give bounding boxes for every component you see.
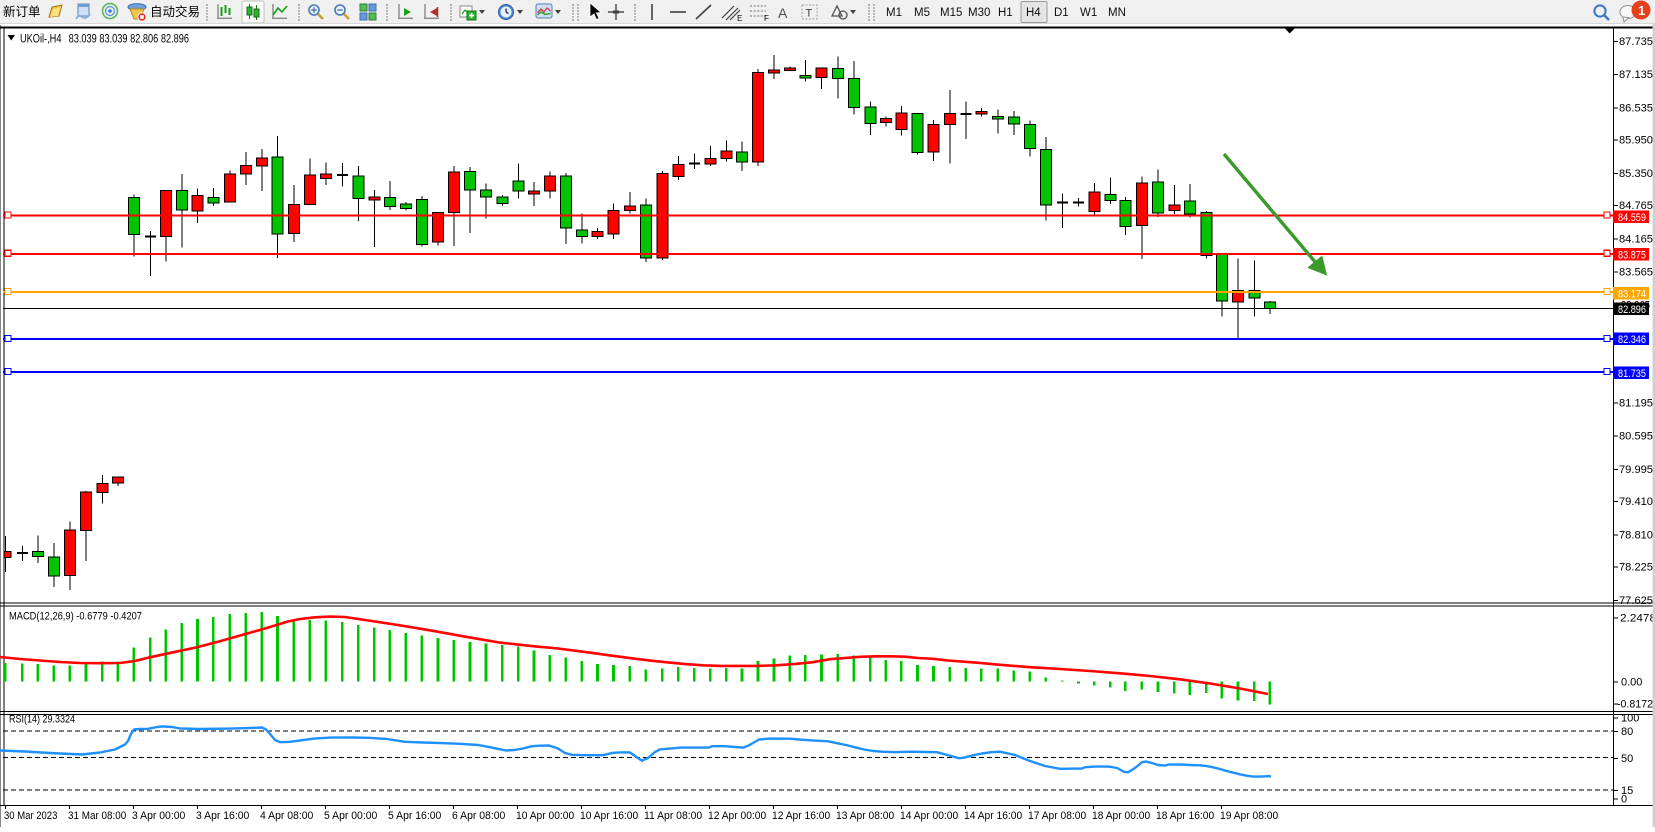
svg-text:2.2478: 2.2478 — [1620, 613, 1655, 625]
svg-text:85.350: 85.350 — [1619, 168, 1653, 180]
svg-text:-0.8172: -0.8172 — [1617, 699, 1653, 711]
svg-text:5 Apr 00:00: 5 Apr 00:00 — [324, 810, 377, 822]
svg-text:UKOil-,H4 83.039 83.039 82.80: UKOil-,H4 83.039 83.039 82.806 82.896 — [20, 34, 189, 46]
svg-text:83.875: 83.875 — [1618, 250, 1646, 262]
svg-text:0: 0 — [1621, 793, 1627, 805]
svg-text:100: 100 — [1621, 713, 1639, 725]
svg-text:81.735: 81.735 — [1618, 368, 1646, 380]
svg-text:82.346: 82.346 — [1618, 334, 1646, 346]
svg-text:1: 1 — [1638, 3, 1645, 18]
svg-text:D1: D1 — [1054, 7, 1069, 19]
svg-text:50: 50 — [1621, 753, 1633, 765]
svg-text:77.625: 77.625 — [1619, 595, 1653, 607]
svg-text:MN: MN — [1108, 7, 1126, 19]
svg-text:A: A — [778, 5, 788, 21]
svg-text:0.00: 0.00 — [1621, 677, 1642, 689]
svg-text:M5: M5 — [914, 7, 930, 19]
svg-text:31 Mar 08:00: 31 Mar 08:00 — [68, 810, 126, 822]
svg-text:T: T — [806, 8, 813, 20]
svg-text:80.595: 80.595 — [1619, 431, 1653, 443]
svg-text:M1: M1 — [886, 7, 902, 19]
svg-text:14 Apr 00:00: 14 Apr 00:00 — [900, 810, 958, 822]
svg-text:79.410: 79.410 — [1619, 496, 1653, 508]
svg-text:3 Apr 16:00: 3 Apr 16:00 — [196, 810, 249, 822]
svg-text:6 Apr 08:00: 6 Apr 08:00 — [452, 810, 505, 822]
svg-text:RSI(14) 29.3324: RSI(14) 29.3324 — [9, 714, 75, 726]
svg-text:10 Apr 00:00: 10 Apr 00:00 — [516, 810, 574, 822]
svg-text:3 Apr 00:00: 3 Apr 00:00 — [132, 810, 185, 822]
svg-text:18 Apr 16:00: 18 Apr 16:00 — [1156, 810, 1214, 822]
svg-text:83.565: 83.565 — [1619, 267, 1653, 279]
svg-text:H4: H4 — [1026, 7, 1041, 19]
svg-text:F: F — [764, 14, 769, 23]
svg-text:5 Apr 16:00: 5 Apr 16:00 — [388, 810, 441, 822]
svg-text:13 Apr 08:00: 13 Apr 08:00 — [836, 810, 894, 822]
svg-text:79.995: 79.995 — [1619, 464, 1653, 476]
svg-text:87.135: 87.135 — [1619, 69, 1653, 81]
svg-text:17 Apr 08:00: 17 Apr 08:00 — [1028, 810, 1086, 822]
svg-text:MACD(12,26,9) -0.6779 -0.4207: MACD(12,26,9) -0.6779 -0.4207 — [9, 611, 142, 623]
svg-text:10 Apr 16:00: 10 Apr 16:00 — [580, 810, 638, 822]
svg-text:85.950: 85.950 — [1619, 135, 1653, 147]
svg-text:18 Apr 00:00: 18 Apr 00:00 — [1092, 810, 1150, 822]
svg-text:H1: H1 — [998, 7, 1013, 19]
svg-text:19 Apr 08:00: 19 Apr 08:00 — [1220, 810, 1278, 822]
svg-text:11 Apr 08:00: 11 Apr 08:00 — [644, 810, 702, 822]
svg-text:E: E — [737, 14, 742, 23]
svg-text:80: 80 — [1621, 726, 1633, 738]
svg-text:86.535: 86.535 — [1619, 102, 1653, 114]
svg-text:新订单: 新订单 — [3, 4, 41, 19]
svg-text:84.559: 84.559 — [1618, 212, 1646, 224]
svg-text:78.810: 78.810 — [1619, 529, 1653, 541]
svg-text:14 Apr 16:00: 14 Apr 16:00 — [964, 810, 1022, 822]
svg-text:自动交易: 自动交易 — [150, 4, 200, 19]
svg-text:78.225: 78.225 — [1619, 562, 1653, 574]
svg-text:12 Apr 00:00: 12 Apr 00:00 — [708, 810, 766, 822]
svg-text:87.735: 87.735 — [1619, 36, 1653, 48]
svg-text:83.174: 83.174 — [1618, 288, 1646, 300]
svg-text:30 Mar 2023: 30 Mar 2023 — [4, 810, 57, 822]
svg-text:81.195: 81.195 — [1619, 398, 1653, 410]
svg-text:4 Apr 08:00: 4 Apr 08:00 — [260, 810, 313, 822]
svg-text:12 Apr 16:00: 12 Apr 16:00 — [772, 810, 830, 822]
svg-text:82.896: 82.896 — [1618, 304, 1646, 316]
svg-text:M15: M15 — [940, 7, 962, 19]
svg-text:84.165: 84.165 — [1619, 233, 1653, 245]
svg-text:M30: M30 — [968, 7, 990, 19]
svg-text:W1: W1 — [1080, 7, 1097, 19]
